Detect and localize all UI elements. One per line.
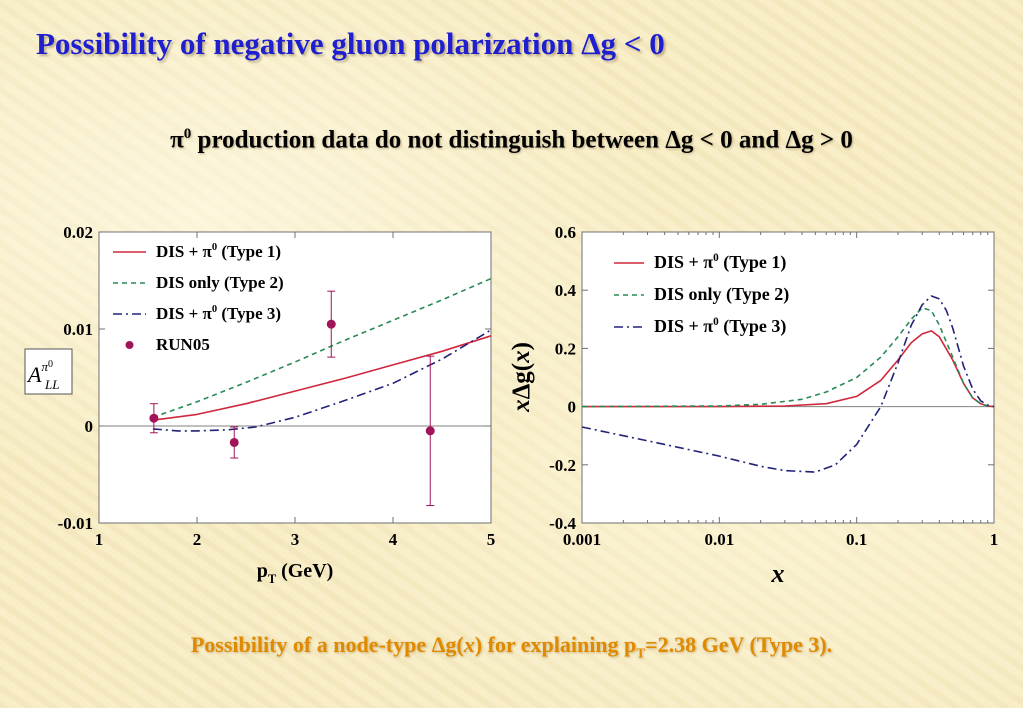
y-axis-label-box	[24, 348, 73, 395]
legend-label: DIS + π0 (Type 3)	[654, 316, 786, 337]
plot-area	[581, 231, 995, 524]
subtitle-text: production data do not distinguish betwe…	[191, 126, 853, 154]
y-tick-label: -0.01	[58, 514, 93, 533]
data-point	[326, 319, 336, 329]
data-point	[425, 426, 435, 436]
y-tick-label: 0	[85, 417, 94, 436]
legend-label: DIS + π0 (Type 3)	[156, 304, 281, 323]
slide-title: Possibility of negative gluon polarizati…	[36, 26, 665, 61]
x-axis-label: pT (GeV)	[257, 560, 334, 586]
series-line-type3	[581, 295, 995, 473]
y-tick-label: 0	[568, 398, 577, 417]
series-line-type1	[152, 335, 492, 421]
subtitle-sup: 0	[183, 126, 192, 142]
legend-label: DIS only (Type 2)	[156, 273, 284, 292]
slide-caption: Possibility of a node-type Δg(x) for exp…	[0, 632, 1023, 661]
x-tick-label: 2	[193, 530, 202, 549]
legend-swatch-run05	[125, 341, 134, 349]
subtitle-pi: π	[170, 126, 184, 154]
x-tick-label: 1	[990, 530, 999, 549]
caption-sub: T	[636, 645, 646, 661]
series-line-type3	[152, 329, 492, 432]
plot-area	[98, 231, 492, 524]
x-axis-label: x	[771, 559, 785, 588]
x-tick-label: 4	[389, 530, 398, 549]
legend-label: DIS only (Type 2)	[654, 284, 789, 305]
y-tick-label: 0.02	[63, 223, 93, 242]
data-point	[149, 413, 159, 423]
y-tick-label: 0.2	[555, 339, 576, 358]
caption-mid: ) for explaining p	[474, 632, 637, 657]
legend-label: DIS + π0 (Type 1)	[156, 242, 281, 261]
y-tick-label: -0.2	[549, 456, 576, 475]
caption-x: x	[463, 632, 475, 657]
y-tick-label: 0.6	[555, 223, 576, 242]
slide-subtitle: π0 production data do not distinguish be…	[0, 126, 1023, 154]
x-tick-label: 0.001	[563, 530, 601, 549]
x-tick-label: 5	[487, 530, 496, 549]
caption-pre: Possibility of a node-type Δg(	[190, 632, 464, 657]
y-axis-label: xΔg(x)	[508, 342, 535, 413]
caption-post: =2.38 GeV (Type 3).	[645, 632, 833, 657]
x-tick-label: 1	[95, 530, 104, 549]
series-line-type1	[582, 330, 995, 408]
series-line-type2	[152, 277, 492, 419]
x-tick-label: 0.1	[846, 530, 867, 549]
legend-label: DIS + π0 (Type 1)	[654, 252, 786, 273]
data-point	[229, 437, 239, 447]
x-tick-label: 0.01	[704, 530, 734, 549]
y-tick-label: -0.4	[549, 514, 576, 533]
legend-label: RUN05	[156, 335, 210, 354]
x-tick-label: 3	[291, 530, 300, 549]
y-tick-label: 0.4	[555, 281, 577, 300]
y-axis-label: Aπ0 LL	[26, 359, 59, 392]
y-tick-label: 0.01	[63, 320, 93, 339]
